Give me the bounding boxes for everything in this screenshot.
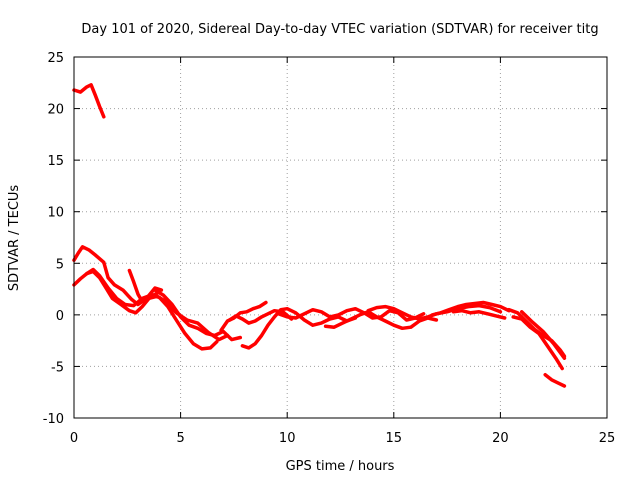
x-tick-label: 5 bbox=[176, 431, 184, 446]
x-tick-label: 20 bbox=[492, 431, 509, 446]
series-line-pass-n bbox=[451, 308, 507, 320]
series-line-pass-j bbox=[276, 306, 426, 322]
series-line-pass-l bbox=[366, 303, 503, 321]
axis-ticks: 0 5 10 15 20 25 -10 -5 0 5 10 15 20 25 bbox=[43, 51, 616, 446]
y-tick-label: 25 bbox=[47, 51, 64, 66]
x-tick-label: 0 bbox=[70, 431, 78, 446]
data-series bbox=[72, 83, 567, 388]
chart-title: Day 101 of 2020, Sidereal Day-to-day VTE… bbox=[81, 22, 598, 37]
series-line-pass-f bbox=[153, 288, 243, 342]
plot-frame bbox=[73, 56, 608, 419]
series-line-pass-p bbox=[511, 315, 564, 371]
x-tick-label: 10 bbox=[279, 431, 296, 446]
series-line-pass-r bbox=[543, 372, 567, 388]
y-tick-label: -10 bbox=[43, 412, 64, 427]
x-tick-label: 25 bbox=[599, 431, 616, 446]
y-tick-label: 0 bbox=[56, 309, 64, 324]
y-tick-label: 5 bbox=[56, 257, 64, 272]
series-line-pass-k bbox=[323, 310, 439, 331]
y-tick-label: 15 bbox=[47, 154, 64, 169]
series-line-pass-q bbox=[519, 310, 567, 360]
series-line-pass-i bbox=[240, 306, 358, 350]
y-tick-label: 20 bbox=[47, 103, 64, 118]
series-line-pass-a bbox=[72, 83, 106, 119]
x-tick-label: 15 bbox=[386, 431, 403, 446]
y-tick-label: 10 bbox=[47, 206, 64, 221]
series-line-pass-m bbox=[430, 300, 511, 317]
x-axis-label: GPS time / hours bbox=[286, 459, 395, 474]
y-axis-label: SDTVAR / TECUs bbox=[7, 185, 22, 292]
y-tick-label: -5 bbox=[51, 360, 64, 375]
series-line-pass-d bbox=[85, 267, 219, 351]
